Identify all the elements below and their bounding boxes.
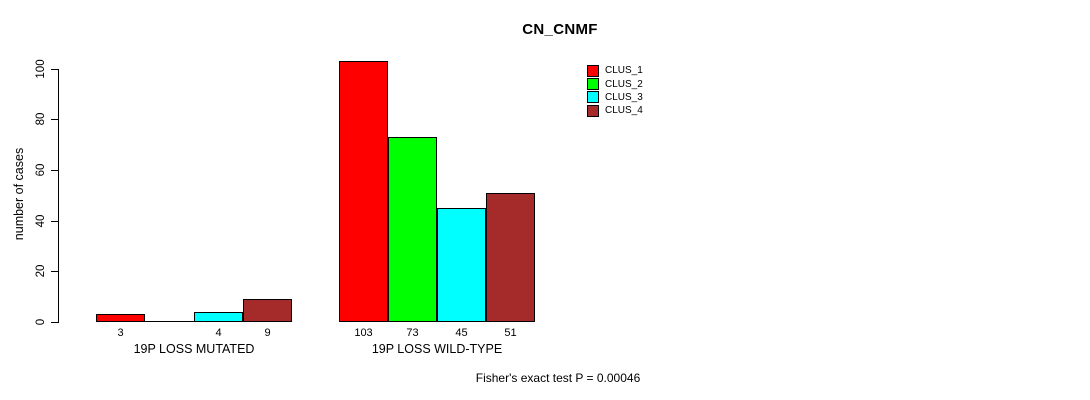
y-axis-tick [51, 271, 58, 272]
bar-clus_1-2 [339, 61, 388, 322]
y-axis-line [58, 69, 59, 323]
legend-color-swatch [587, 104, 599, 117]
bar-value-label: 4 [215, 327, 222, 339]
legend-item-label: CLUS_2 [605, 78, 643, 90]
legend-item-label: CLUS_1 [605, 65, 643, 77]
legend-item-clus_2: CLUS_2 [587, 77, 643, 91]
y-axis-tick-label: 80 [35, 112, 47, 126]
legend-item-clus_3: CLUS_3 [587, 91, 643, 104]
y-axis-tick [51, 221, 58, 222]
bar-clus_3-2 [437, 208, 486, 322]
y-axis-tick [51, 322, 58, 323]
legend: CLUS_1 CLUS_2 CLUS_3 CLUS_4 [587, 64, 643, 118]
y-axis-tick-label: 40 [35, 214, 47, 228]
bar-value-label: 3 [117, 327, 124, 339]
x-group-label: 19P LOSS WILD-TYPE [371, 342, 503, 356]
legend-color-swatch [587, 64, 599, 77]
y-axis-tick-label: 60 [35, 163, 47, 177]
legend-item-clus_4: CLUS_4 [587, 104, 643, 117]
bar-value-label: 9 [264, 327, 271, 339]
legend-item-clus_1: CLUS_1 [587, 64, 643, 77]
bar-value-label: 51 [504, 327, 517, 339]
y-axis-tick-label: 0 [35, 318, 47, 326]
fisher-test-annotation: Fisher's exact test P = 0.00046 [475, 371, 641, 385]
legend-item-label: CLUS_3 [605, 91, 643, 103]
y-axis-tick [51, 69, 58, 70]
y-axis-tick [51, 170, 58, 171]
legend-item-label: CLUS_4 [605, 105, 643, 117]
legend-color-swatch [587, 91, 599, 104]
bar-value-label: 45 [455, 327, 468, 339]
bar-clus_4-1 [243, 299, 292, 322]
bar-value-label: 103 [354, 327, 373, 339]
x-group-label: 19P LOSS MUTATED [133, 342, 255, 356]
y-axis-tick-label: 100 [35, 59, 47, 79]
legend-color-swatch [587, 78, 599, 91]
bar-clus_4-2 [486, 193, 535, 322]
bar-clus_2-2 [388, 137, 437, 322]
y-axis-tick-label: 20 [35, 264, 47, 278]
y-axis-tick [51, 119, 58, 120]
bar-clus_1-1 [96, 314, 145, 322]
y-axis-label: number of cases [12, 147, 26, 241]
chart-title: CN_CNMF [522, 21, 598, 38]
bar-clus_2-1-zero [145, 321, 194, 322]
bar-clus_3-1 [194, 312, 243, 322]
bar-value-label: 73 [406, 327, 419, 339]
